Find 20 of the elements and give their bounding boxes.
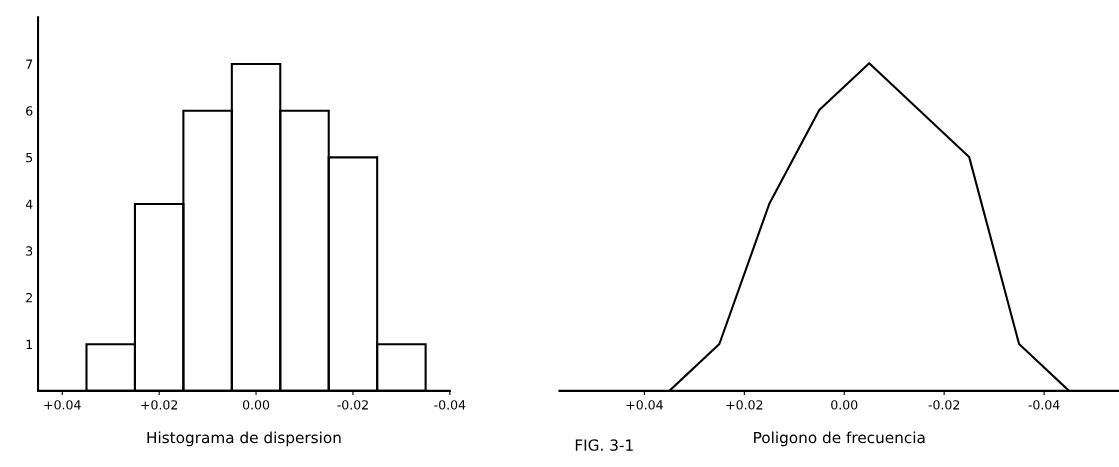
x-axis-title: Poligono de frecuencia <box>754 431 925 447</box>
caption: FIG. 3-1 <box>575 439 633 451</box>
y-tick-label: 3 <box>26 246 33 256</box>
x-tick-label: -0.04 <box>434 400 466 410</box>
x-tick-label: +0.02 <box>141 400 178 410</box>
x-axis-title: Histograma de dispersion <box>147 431 341 447</box>
x-tick-label: +0.04 <box>44 400 81 410</box>
y-tick-label: 2 <box>26 292 32 303</box>
x-tick-label: -0.02 <box>337 400 368 410</box>
y-tick-label: 7 <box>26 59 33 69</box>
x-tick-label: 0.00 <box>242 400 270 410</box>
x-tick-label: -0.02 <box>928 400 960 410</box>
y-tick-label: 5 <box>26 153 33 163</box>
x-tick-label: +0.04 <box>626 400 663 410</box>
x-tick-label: -0.04 <box>1028 400 1060 410</box>
y-tick-label: 6 <box>26 106 33 116</box>
x-tick-label: 0.00 <box>831 400 858 410</box>
y-tick-label: 1 <box>26 339 33 349</box>
y-tick-label: 4 <box>25 199 33 209</box>
x-tick-label: +0.02 <box>726 400 763 410</box>
